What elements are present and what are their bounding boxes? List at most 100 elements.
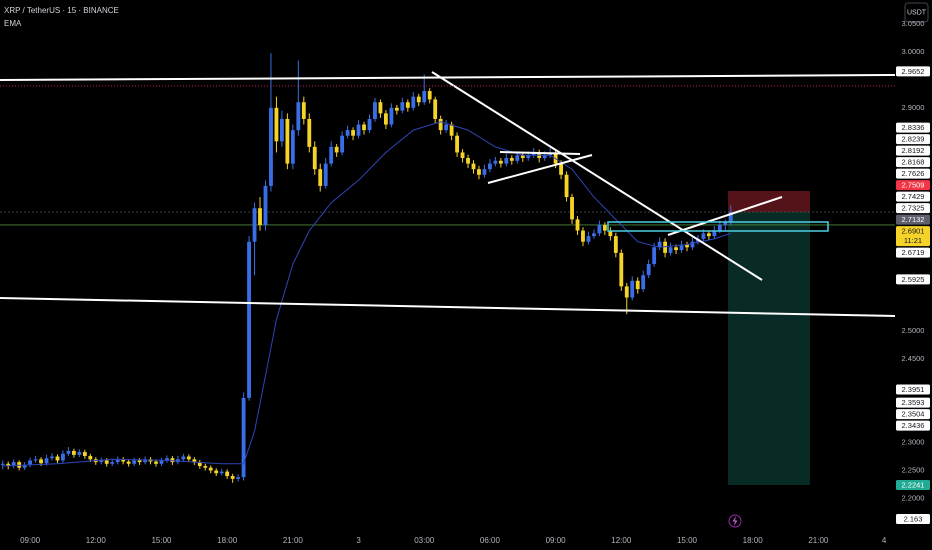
y-tick-label: 3.0000: [902, 47, 925, 56]
candle-body: [427, 91, 432, 100]
candle-body: [301, 102, 306, 119]
candle-body: [110, 462, 115, 464]
candle-body: [0, 463, 5, 465]
y-tick-label: 2.2500: [902, 465, 925, 474]
currency-label[interactable]: USDT: [907, 9, 927, 16]
candle-body: [88, 455, 93, 460]
candle-body: [66, 450, 71, 454]
candle-body: [340, 135, 345, 153]
x-tick-label: 4: [882, 536, 887, 545]
price-label-box: [896, 145, 930, 156]
candle-body: [279, 118, 284, 142]
candle-body: [564, 174, 569, 198]
candle-body: [641, 275, 646, 290]
price-label-box: [896, 191, 930, 202]
candle-body: [668, 247, 673, 253]
price-label: 2.3436: [902, 421, 925, 430]
trendline: [487, 154, 593, 184]
candle-body: [203, 466, 208, 468]
candle-body: [208, 467, 213, 471]
zone-box: [607, 221, 829, 232]
candle-body: [570, 197, 574, 220]
candle-body: [159, 460, 164, 464]
x-tick-label: 12:00: [611, 536, 632, 545]
candle-body: [717, 224, 722, 231]
indicator-label: EMA: [4, 19, 22, 28]
candle-body: [619, 252, 624, 287]
candle-body: [285, 118, 290, 164]
candle-body: [438, 118, 443, 131]
candle-body: [690, 241, 695, 248]
price-label-box: [896, 479, 930, 490]
candle-body: [624, 286, 629, 298]
candle-body: [422, 91, 427, 103]
candle-body: [455, 135, 459, 153]
currency-button[interactable]: [904, 2, 929, 23]
candle-body: [197, 462, 202, 467]
candle-body: [394, 107, 399, 111]
price-label: 2.5925: [902, 275, 925, 284]
price-label-box: [896, 384, 930, 395]
event-icon-bolt[interactable]: [732, 516, 738, 526]
price-label: 2.3593: [902, 398, 925, 407]
candle-body: [345, 130, 350, 136]
candle-body: [433, 99, 438, 119]
candle-body: [526, 155, 531, 159]
candle-body: [230, 476, 235, 479]
countdown: 11:21: [904, 236, 922, 245]
candle-body: [493, 160, 498, 164]
candle-body: [77, 452, 82, 455]
candle-body: [22, 464, 27, 468]
x-tick-label: 15:00: [151, 536, 172, 545]
candle-body: [236, 477, 241, 479]
trendline: [499, 151, 581, 155]
price-label-box: [896, 122, 930, 133]
candle-body: [466, 158, 470, 164]
candle-body: [99, 460, 104, 463]
price-label: 2.7132: [902, 215, 925, 224]
candle-body: [378, 102, 383, 114]
candle-body: [39, 459, 43, 464]
candle-body: [635, 280, 640, 290]
candle-body: [674, 247, 678, 251]
candle-body: [471, 163, 476, 170]
price-label-box: [896, 274, 930, 285]
candle-body: [389, 107, 394, 125]
candle-body: [61, 453, 65, 461]
candle-body: [137, 460, 142, 463]
price-label-box: [896, 409, 930, 420]
candle-body: [728, 212, 733, 223]
candle-body: [701, 233, 706, 239]
candle-body: [33, 459, 38, 461]
candle-body: [181, 456, 186, 460]
candle-body: [351, 130, 355, 136]
candle-body: [247, 241, 251, 398]
candle-body: [449, 124, 454, 136]
candle-body: [685, 244, 689, 248]
candle-body: [509, 158, 514, 161]
event-icon[interactable]: [728, 514, 742, 528]
candle-body: [219, 471, 224, 474]
candle-body: [318, 169, 323, 186]
price-label-box: [896, 203, 930, 214]
price-label: 2.7626: [902, 169, 925, 178]
candle-body: [225, 471, 230, 477]
price-label-box: [896, 168, 930, 179]
candle-body: [586, 236, 591, 242]
candle-body: [400, 102, 405, 111]
price-label: 2.8192: [902, 146, 925, 155]
candle-body: [274, 107, 279, 142]
candle-body: [575, 219, 580, 231]
candle-body: [592, 233, 596, 237]
candle-body: [132, 460, 137, 464]
candle-body: [323, 163, 328, 186]
candle-body: [154, 461, 158, 464]
candle-body: [416, 96, 421, 103]
candle-body: [6, 463, 11, 467]
price-label: 2.9652: [902, 67, 925, 76]
y-tick-label: 2.9000: [902, 103, 925, 112]
price-label-box: [896, 157, 930, 168]
